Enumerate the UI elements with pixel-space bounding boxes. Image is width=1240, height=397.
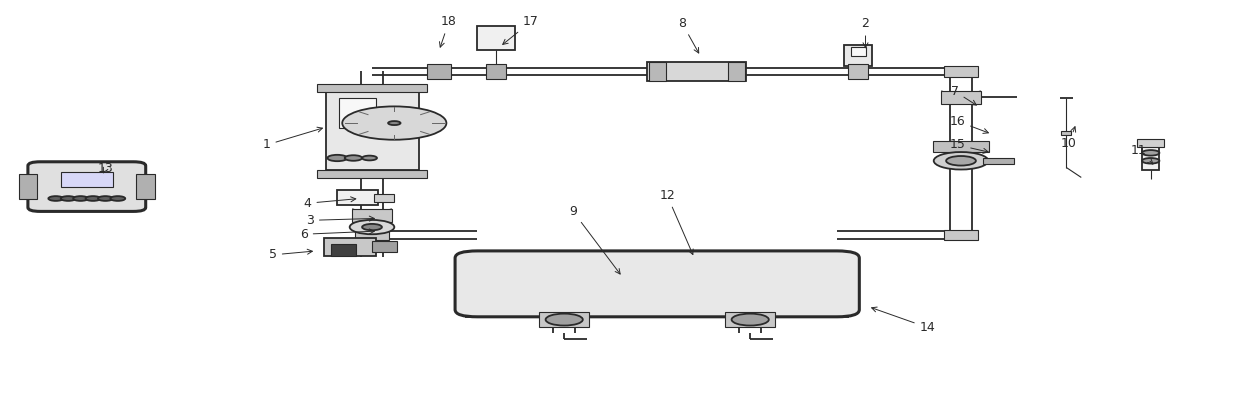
Circle shape bbox=[327, 155, 347, 161]
Text: 14: 14 bbox=[872, 307, 935, 334]
Circle shape bbox=[98, 196, 113, 201]
Bar bbox=[844, 44, 872, 66]
Circle shape bbox=[732, 314, 769, 326]
Circle shape bbox=[546, 314, 583, 326]
Text: 6: 6 bbox=[300, 228, 374, 241]
Circle shape bbox=[342, 106, 446, 140]
Bar bbox=[331, 244, 356, 256]
Circle shape bbox=[48, 196, 63, 201]
Bar bbox=[983, 158, 1014, 164]
Bar bbox=[1137, 139, 1164, 147]
Circle shape bbox=[61, 196, 76, 201]
Bar bbox=[728, 62, 745, 81]
FancyBboxPatch shape bbox=[29, 162, 146, 211]
Bar bbox=[945, 229, 978, 241]
Text: 18: 18 bbox=[439, 15, 456, 47]
Bar bbox=[372, 241, 397, 252]
Circle shape bbox=[1142, 150, 1159, 156]
Bar bbox=[317, 170, 427, 178]
Bar bbox=[934, 141, 990, 152]
Text: 15: 15 bbox=[950, 139, 988, 153]
Text: 12: 12 bbox=[660, 189, 693, 254]
Text: 11: 11 bbox=[1131, 144, 1153, 164]
Bar bbox=[941, 91, 981, 104]
Bar bbox=[61, 172, 113, 187]
Bar bbox=[336, 190, 377, 205]
Text: 5: 5 bbox=[269, 249, 312, 261]
Bar bbox=[374, 194, 394, 202]
Bar bbox=[477, 26, 515, 50]
Text: 17: 17 bbox=[502, 15, 538, 44]
Circle shape bbox=[345, 155, 362, 161]
Circle shape bbox=[73, 196, 88, 201]
Text: 13: 13 bbox=[98, 162, 113, 175]
Bar bbox=[325, 93, 419, 170]
Text: 8: 8 bbox=[678, 17, 698, 53]
Text: 4: 4 bbox=[304, 197, 356, 210]
Circle shape bbox=[362, 224, 382, 230]
Bar bbox=[539, 312, 589, 327]
Circle shape bbox=[110, 196, 125, 201]
Bar bbox=[19, 174, 37, 199]
Circle shape bbox=[934, 152, 988, 170]
Bar bbox=[355, 229, 389, 241]
FancyBboxPatch shape bbox=[455, 251, 859, 317]
Bar bbox=[725, 312, 775, 327]
Bar bbox=[1142, 146, 1159, 170]
Text: 9: 9 bbox=[569, 205, 620, 274]
Text: 10: 10 bbox=[1061, 127, 1076, 150]
Bar bbox=[324, 238, 376, 256]
Bar bbox=[339, 98, 376, 128]
Bar bbox=[945, 66, 978, 77]
Bar bbox=[427, 64, 451, 79]
Bar bbox=[352, 209, 392, 222]
Circle shape bbox=[388, 121, 401, 125]
Bar bbox=[136, 174, 155, 199]
Text: 1: 1 bbox=[263, 127, 322, 151]
Bar bbox=[486, 64, 506, 79]
Circle shape bbox=[362, 156, 377, 160]
Bar bbox=[1061, 131, 1071, 135]
Bar bbox=[848, 64, 868, 79]
Circle shape bbox=[946, 156, 976, 166]
Bar bbox=[647, 62, 746, 81]
Text: 16: 16 bbox=[950, 115, 988, 133]
Circle shape bbox=[1142, 158, 1159, 164]
Text: 3: 3 bbox=[306, 214, 374, 227]
Circle shape bbox=[86, 196, 100, 201]
Text: 7: 7 bbox=[951, 85, 976, 105]
Bar bbox=[851, 47, 866, 56]
Bar bbox=[317, 84, 427, 92]
Text: 2: 2 bbox=[862, 17, 869, 48]
Circle shape bbox=[350, 220, 394, 234]
Bar bbox=[649, 62, 666, 81]
